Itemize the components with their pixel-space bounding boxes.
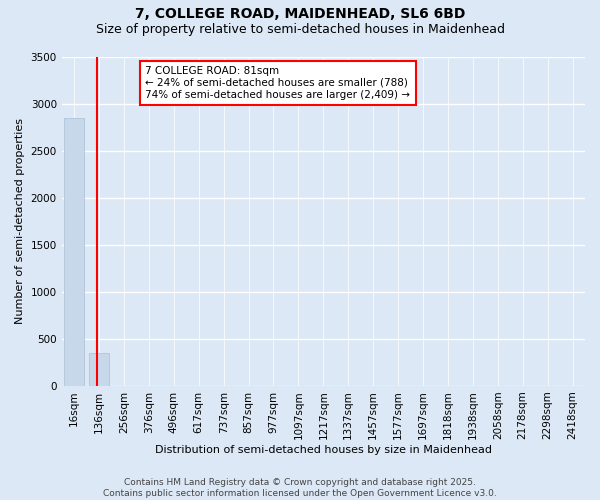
X-axis label: Distribution of semi-detached houses by size in Maidenhead: Distribution of semi-detached houses by …	[155, 445, 492, 455]
Text: 7, COLLEGE ROAD, MAIDENHEAD, SL6 6BD: 7, COLLEGE ROAD, MAIDENHEAD, SL6 6BD	[135, 8, 465, 22]
Text: Size of property relative to semi-detached houses in Maidenhead: Size of property relative to semi-detach…	[95, 22, 505, 36]
Text: Contains HM Land Registry data © Crown copyright and database right 2025.
Contai: Contains HM Land Registry data © Crown c…	[103, 478, 497, 498]
Text: 7 COLLEGE ROAD: 81sqm
← 24% of semi-detached houses are smaller (788)
74% of sem: 7 COLLEGE ROAD: 81sqm ← 24% of semi-deta…	[145, 66, 410, 100]
Bar	[89, 353, 109, 386]
Bar	[64, 118, 84, 386]
Y-axis label: Number of semi-detached properties: Number of semi-detached properties	[15, 118, 25, 324]
